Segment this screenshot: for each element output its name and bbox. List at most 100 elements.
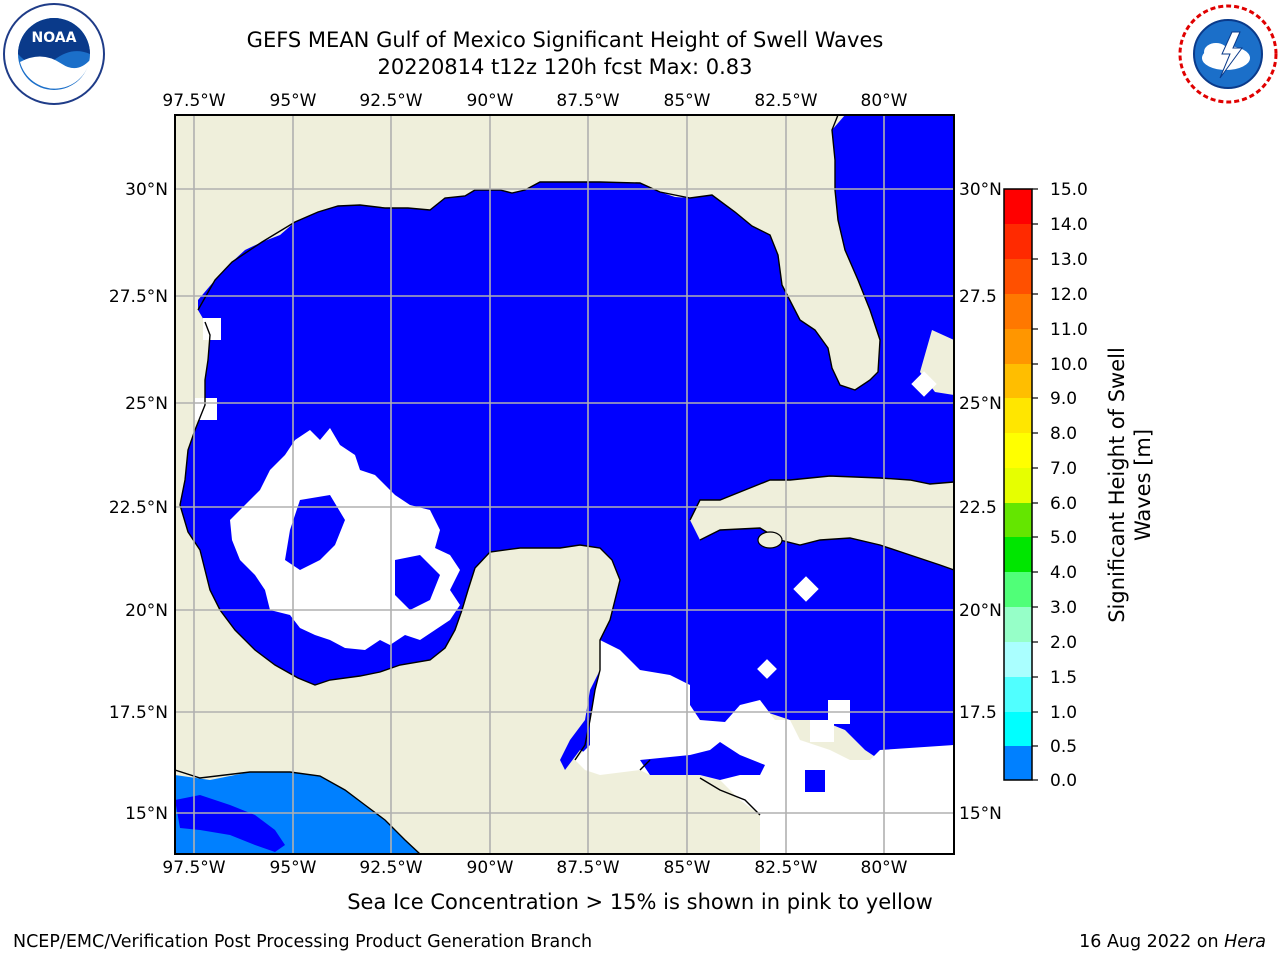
colorbar-tick-label: 15.0 xyxy=(1050,180,1088,200)
colorbar-label-line1: Significant Height of Swell xyxy=(1105,347,1129,623)
colorbar-band xyxy=(1004,398,1032,434)
lat-label-right: 17.5 xyxy=(959,703,997,723)
lat-label-left: 17.5°N xyxy=(109,703,168,723)
footer-credit: NCEP/EMC/Verification Post Processing Pr… xyxy=(13,932,593,952)
lon-label-bottom: 85°W xyxy=(664,858,711,878)
lon-label-top: 90°W xyxy=(467,91,514,111)
swell-field-pacific-inner xyxy=(175,795,285,852)
colorbar-band xyxy=(1004,607,1032,643)
footer-date-text: 16 Aug 2022 on xyxy=(1079,932,1225,952)
colorbar-band xyxy=(1004,224,1032,260)
colorbar-band xyxy=(1004,364,1032,399)
colorbar-band xyxy=(1004,677,1032,713)
map-plot-area xyxy=(175,115,954,854)
lat-label-left: 20°N xyxy=(125,601,168,621)
lon-label-bottom: 95°W xyxy=(270,858,317,878)
nws-logo xyxy=(1178,4,1278,104)
colorbar-tick-label: 9.0 xyxy=(1050,389,1077,409)
nodata-patch-small-7 xyxy=(911,371,937,397)
lat-labels-right: 30°N 27.5 25°N 22.5 20°N 17.5 15°N xyxy=(959,180,1002,824)
lat-label-right: 15°N xyxy=(959,804,1002,824)
colorbar-tick-label: 12.0 xyxy=(1050,285,1088,305)
lon-label-bottom: 90°W xyxy=(467,858,514,878)
nodata-patch-small-1 xyxy=(195,398,217,420)
lon-label-top: 87.5°W xyxy=(556,91,619,111)
map-frame xyxy=(174,114,955,855)
lon-label-bottom: 97.5°W xyxy=(162,858,225,878)
colorbar-tick-label: 6.0 xyxy=(1050,494,1077,514)
footer-host: Hera xyxy=(1224,932,1266,952)
lon-label-bottom: 92.5°W xyxy=(359,858,422,878)
noaa-logo-text: NOAA xyxy=(32,30,77,46)
colorbar-band xyxy=(1004,189,1032,225)
colorbar-band xyxy=(1004,642,1032,678)
colorbar-tick-label: 5.0 xyxy=(1050,528,1077,548)
island-marker xyxy=(757,531,783,549)
lon-label-top: 80°W xyxy=(861,91,908,111)
colorbar-ticks: 15.0 14.0 13.0 12.0 11.0 10.0 9.0 8.0 7.0 6.0 5.0 4… xyxy=(1032,180,1088,791)
colorbar-band xyxy=(1004,503,1032,538)
colorbar-band xyxy=(1004,712,1032,747)
colorbar-tick-label: 14.0 xyxy=(1050,215,1088,235)
lon-label-top: 97.5°W xyxy=(162,91,225,111)
colorbar-tick-label: 1.0 xyxy=(1050,703,1077,723)
colorbar-band xyxy=(1004,433,1032,469)
nodata-patch-small-3 xyxy=(810,720,834,742)
nodata-patch-small-2 xyxy=(203,318,221,340)
lon-labels-top: 97.5°W 95°W 92.5°W 90°W 87.5°W 85°W 82.5… xyxy=(162,91,907,111)
swell-field-patch-caribbean xyxy=(640,742,765,780)
colorbar-band xyxy=(1004,468,1032,504)
lat-labels-left: 30°N 27.5°N 25°N 22.5°N 20°N 17.5°N 15°N xyxy=(109,180,168,824)
colorbar-tick-label: 0.5 xyxy=(1050,737,1077,757)
lat-label-right: 20°N xyxy=(959,601,1002,621)
lat-label-left: 25°N xyxy=(125,394,168,414)
chart-subtitle: 20220814 t12z 120h fcst Max: 0.83 xyxy=(377,55,753,79)
colorbar-tick-label: 1.5 xyxy=(1050,668,1077,688)
chart-title: GEFS MEAN Gulf of Mexico Significant Hei… xyxy=(246,28,884,52)
noaa-logo: NOAA xyxy=(3,3,105,105)
lat-label-left: 30°N xyxy=(125,180,168,200)
lat-label-right: 27.5 xyxy=(959,287,997,307)
lat-label-right: 25°N xyxy=(959,394,1002,414)
colorbar xyxy=(1003,188,1033,781)
lat-label-right: 22.5 xyxy=(959,498,997,518)
colorbar-band xyxy=(1004,572,1032,608)
colorbar-tick-label: 0.0 xyxy=(1050,771,1077,791)
colorbar-tick-label: 3.0 xyxy=(1050,598,1077,618)
lon-label-top: 95°W xyxy=(270,91,317,111)
coastlines xyxy=(175,115,954,854)
lon-label-top: 92.5°W xyxy=(359,91,422,111)
lat-label-left: 27.5°N xyxy=(109,287,168,307)
swell-field-patch-inner2 xyxy=(395,555,440,610)
lon-label-top: 85°W xyxy=(664,91,711,111)
swell-field-patch-small xyxy=(805,770,825,792)
lon-labels-bottom: 97.5°W 95°W 92.5°W 90°W 87.5°W 85°W 82.5… xyxy=(162,858,907,878)
colorbar-tick-label: 13.0 xyxy=(1050,250,1088,270)
lat-label-right: 30°N xyxy=(959,180,1002,200)
colorbar-tick-label: 10.0 xyxy=(1050,355,1088,375)
colorbar-band xyxy=(1004,259,1032,295)
colorbar-tick-label: 8.0 xyxy=(1050,424,1077,444)
nodata-patch-caribbean xyxy=(575,640,954,854)
lon-label-bottom: 87.5°W xyxy=(556,858,619,878)
lat-label-left: 15°N xyxy=(125,804,168,824)
colorbar-tick-label: 2.0 xyxy=(1050,633,1077,653)
lat-label-left: 22.5°N xyxy=(109,498,168,518)
lon-label-bottom: 82.5°W xyxy=(754,858,817,878)
colorbar-label-line2: Waves [m] xyxy=(1131,429,1155,541)
nodata-patch-small-5 xyxy=(793,576,819,602)
lon-label-bottom: 80°W xyxy=(861,858,908,878)
colorbar-band xyxy=(1004,537,1032,573)
graticule xyxy=(175,115,954,854)
swell-field-patch-inner xyxy=(285,495,345,570)
colorbar-band xyxy=(1004,294,1032,330)
lon-label-top: 82.5°W xyxy=(754,91,817,111)
colorbar-tick-label: 7.0 xyxy=(1050,459,1077,479)
colorbar-band xyxy=(1004,329,1032,365)
colorbar-tick-label: 4.0 xyxy=(1050,563,1077,583)
colorbar-band xyxy=(1004,746,1032,781)
colorbar-frame xyxy=(1003,188,1033,781)
sea-ice-note: Sea Ice Concentration > 15% is shown in … xyxy=(347,890,933,914)
footer-date: 16 Aug 2022 on Hera xyxy=(1079,932,1266,952)
